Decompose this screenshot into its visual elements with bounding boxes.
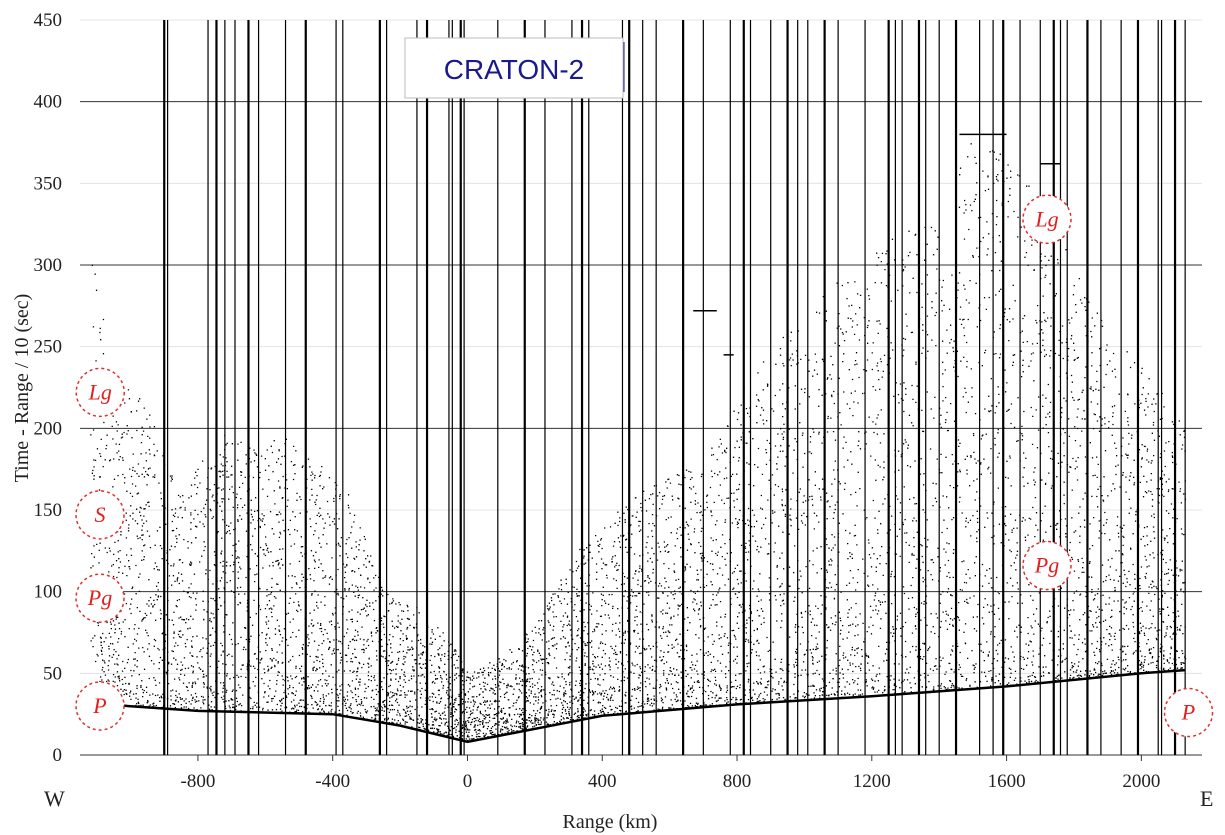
phase-label: S	[75, 490, 125, 540]
x-tick-label: -400	[315, 771, 350, 792]
phase-label: Lg	[1022, 194, 1072, 245]
x-tick-label: 1600	[988, 771, 1026, 792]
y-tick-label: 350	[34, 173, 63, 194]
phase-label-text: Pg	[1034, 553, 1059, 578]
phase-labels: Lg S Pg P Lg Pg P	[75, 194, 1214, 738]
y-tick-label: 100	[34, 582, 63, 603]
phase-label-text: Lg	[88, 379, 112, 404]
first-arrival-curve	[80, 668, 1186, 744]
phase-label: P	[75, 681, 125, 731]
phase-label: Pg	[1022, 540, 1072, 591]
x-tick-label: -800	[181, 771, 216, 792]
y-tick-label: 50	[43, 663, 62, 684]
phase-label-text: Lg	[1034, 206, 1058, 231]
phase-label-circle	[1022, 194, 1072, 245]
phase-label-circle	[75, 573, 125, 623]
phase-label-text: P	[1181, 700, 1195, 725]
y-tick-label: 450	[34, 10, 63, 31]
data-points	[80, 143, 1187, 744]
grid-lines	[80, 19, 1202, 756]
west-direction-label: W	[44, 786, 65, 811]
y-tick-label: 150	[34, 500, 63, 521]
x-tick-label: 2000	[1122, 771, 1160, 792]
x-tick-label: 1200	[853, 771, 891, 792]
y-tick-label: 400	[34, 92, 63, 113]
y-tick-label: 200	[34, 418, 63, 439]
x-tick-label: 800	[723, 771, 752, 792]
x-axis-label: Range (km)	[563, 811, 658, 833]
east-direction-label: E	[1200, 786, 1213, 811]
phase-label: Pg	[75, 573, 125, 623]
x-tick-label: 0	[463, 771, 473, 792]
phase-label-circle	[75, 490, 125, 540]
y-tick-label: 250	[34, 337, 63, 358]
chart-title: CRATON-2	[444, 54, 585, 85]
horizontal-marks	[693, 133, 1061, 356]
y-axis-ticks: 0 50 100 150 200 250 300 350 400 450	[34, 10, 63, 766]
phase-label-text: P	[92, 693, 106, 718]
phase-label-text: S	[95, 502, 106, 527]
y-tick-label: 0	[53, 745, 63, 766]
phase-label-circle	[75, 681, 125, 731]
y-axis-label: Time - Range / 10 (sec)	[11, 294, 33, 483]
phase-label-text: Pg	[87, 585, 112, 610]
scatter-points	[90, 143, 1187, 743]
phase-label: P	[1163, 687, 1214, 738]
vertical-trace-lines	[163, 20, 1186, 755]
phase-label-circle	[1022, 540, 1072, 591]
phase-label-circle	[1163, 687, 1214, 738]
chart-title-box: CRATON-2	[404, 37, 625, 99]
phase-label-circle	[75, 367, 125, 418]
y-tick-label: 300	[34, 255, 63, 276]
phase-label: Lg	[75, 367, 125, 418]
x-axis-ticks: -800 -400 0 400 800 1200 1600 2000	[181, 755, 1160, 792]
x-tick-label: 400	[588, 771, 617, 792]
